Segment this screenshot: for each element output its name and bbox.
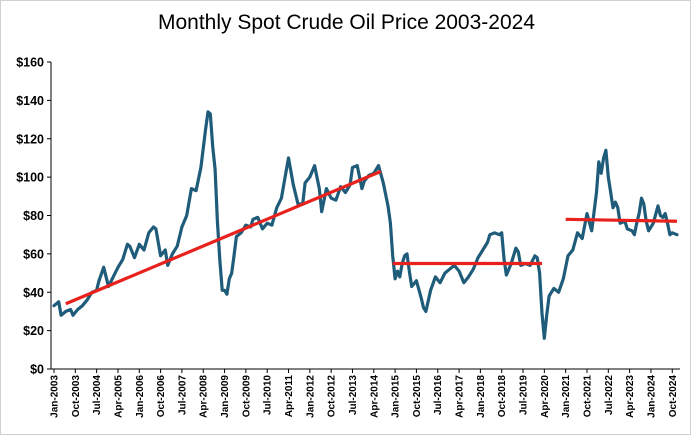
y-tick-label: $20 bbox=[23, 324, 44, 338]
x-tick-label: Oct-2003 bbox=[71, 375, 82, 418]
x-tick-label: Jul-2007 bbox=[177, 375, 188, 415]
y-tick-label: $140 bbox=[16, 94, 44, 108]
x-tick-label: Apr-2011 bbox=[284, 375, 295, 418]
trend-line bbox=[65, 169, 382, 306]
x-tick-label: Jan-2018 bbox=[476, 375, 487, 418]
x-tick-label: Jan-2024 bbox=[646, 375, 657, 418]
x-tick-label: Jan-2009 bbox=[220, 375, 231, 418]
y-tick-label: $60 bbox=[23, 247, 44, 261]
x-tick-label: Jul-2022 bbox=[604, 375, 615, 415]
y-tick-label: $40 bbox=[23, 286, 44, 300]
y-tick-label: $100 bbox=[16, 171, 44, 185]
x-tick-label: Jul-2013 bbox=[348, 375, 359, 415]
x-tick-label: Apr-2023 bbox=[625, 375, 636, 418]
x-tick-label: Oct-2009 bbox=[241, 375, 252, 418]
x-tick-label: Jan-2003 bbox=[50, 375, 61, 418]
y-tick-label: $120 bbox=[16, 132, 44, 146]
x-tick-label: Jul-2019 bbox=[519, 375, 530, 415]
x-tick-label: Apr-2017 bbox=[455, 375, 466, 418]
price-series-line bbox=[52, 110, 679, 340]
chart-title: Monthly Spot Crude Oil Price 2003-2024 bbox=[157, 11, 536, 34]
x-tick-label: Jul-2010 bbox=[263, 375, 274, 415]
x-tick-label: Oct-2006 bbox=[156, 375, 167, 418]
x-tick-label: Apr-2020 bbox=[540, 375, 551, 418]
y-tick-label: $0 bbox=[30, 363, 44, 377]
x-tick-label: Jan-2015 bbox=[391, 375, 402, 418]
x-tick-label: Oct-2012 bbox=[327, 375, 338, 418]
x-tick-label: Oct-2015 bbox=[412, 375, 423, 418]
x-tick-label: Oct-2021 bbox=[582, 375, 593, 418]
y-tick-label: $160 bbox=[16, 56, 44, 70]
x-tick-label: Jul-2004 bbox=[92, 375, 103, 415]
x-tick-label: Apr-2005 bbox=[113, 375, 124, 418]
x-tick-label: Jan-2021 bbox=[561, 375, 572, 418]
x-tick-label: Apr-2014 bbox=[369, 375, 380, 418]
x-tick-label: Apr-2008 bbox=[199, 375, 210, 418]
x-tick-label: Jul-2016 bbox=[433, 375, 444, 415]
y-tick-label: $80 bbox=[23, 209, 44, 223]
x-tick-label: Jan-2012 bbox=[305, 375, 316, 418]
x-tick-label: Oct-2024 bbox=[668, 375, 679, 418]
x-tick-label: Oct-2018 bbox=[497, 375, 508, 418]
trend-line bbox=[565, 217, 678, 223]
x-tick-label: Jan-2006 bbox=[135, 375, 146, 418]
